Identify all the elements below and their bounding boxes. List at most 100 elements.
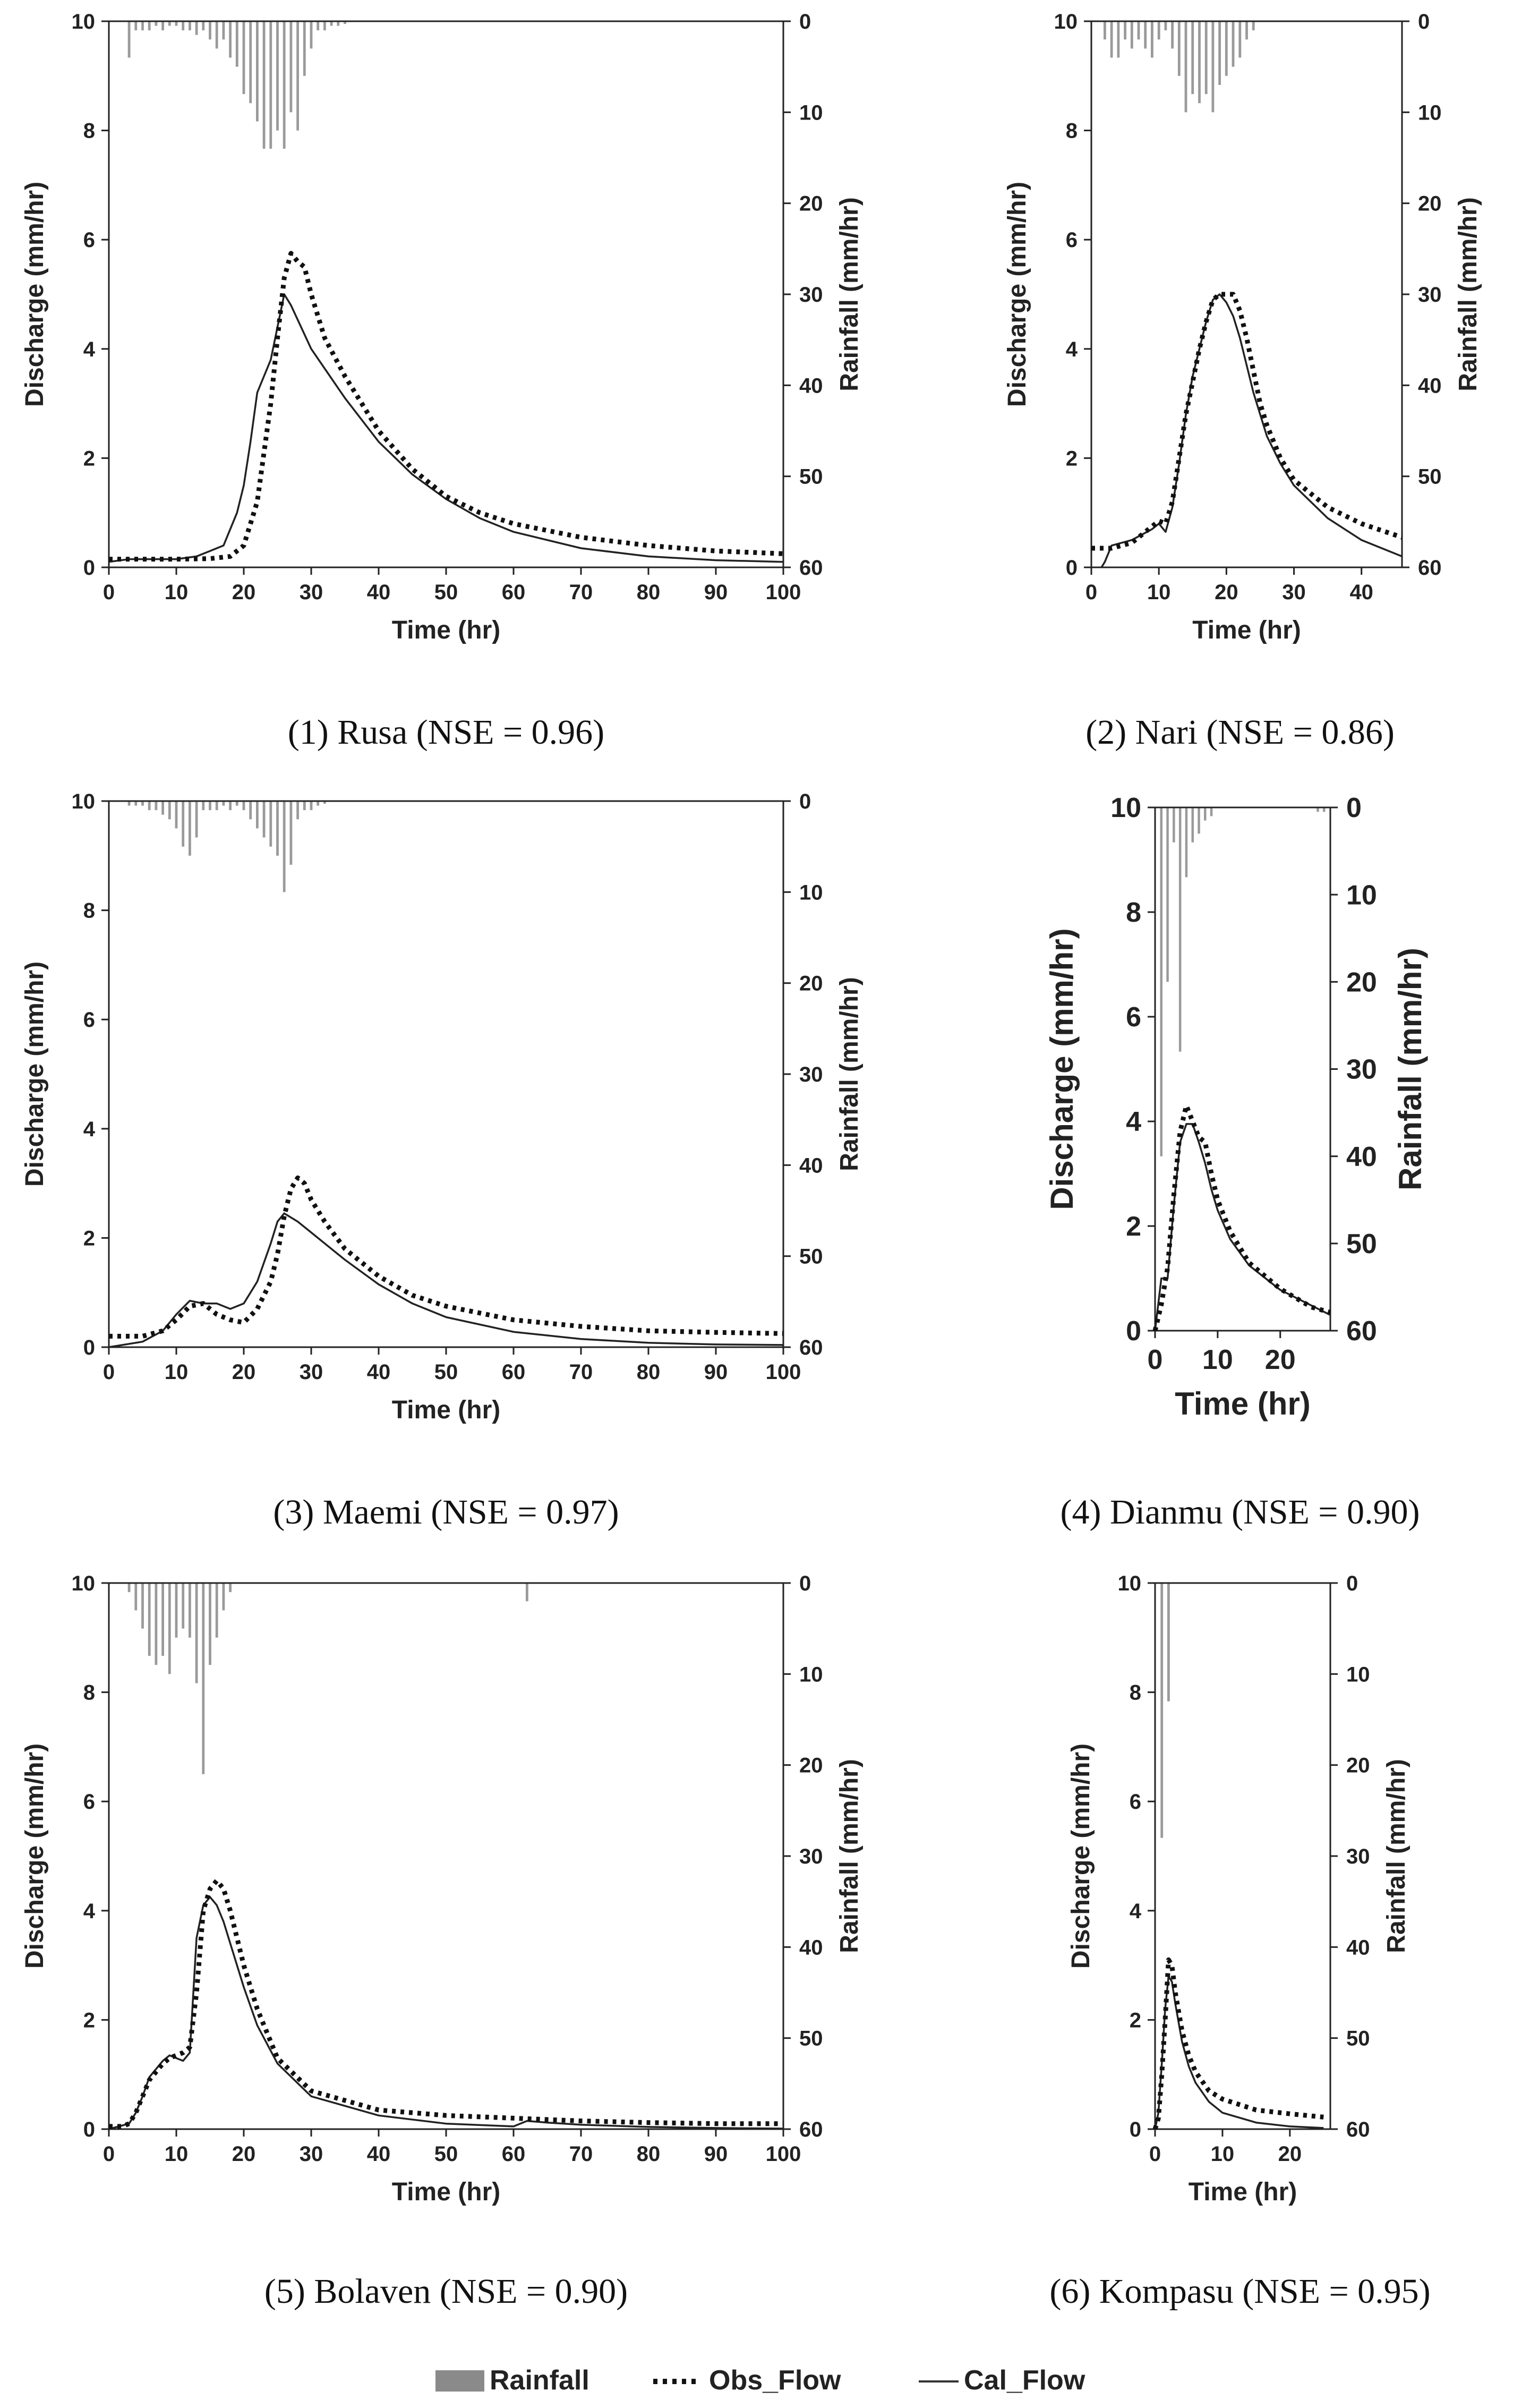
rainfall-bar	[1144, 21, 1147, 49]
obs-flow-line	[1152, 1957, 1324, 2130]
y-tick-label: 4	[1066, 338, 1078, 361]
x-tick-label: 10	[165, 581, 189, 604]
rainfall-bar	[134, 21, 138, 31]
x-tick-label: 70	[569, 2142, 593, 2166]
y-tick-label: 10	[1054, 10, 1078, 33]
y-tick-label: 4	[83, 1118, 96, 1141]
rainfall-bar	[344, 21, 346, 24]
y-axis-title: Discharge (mm/hr)	[1003, 182, 1031, 407]
y-axis-title: Discharge (mm/hr)	[21, 182, 49, 407]
y-tick-label: 10	[72, 10, 96, 33]
rainfall-bar	[1210, 807, 1213, 816]
x-axis-title: Time (hr)	[392, 1396, 500, 1424]
y-tick-label: 6	[1126, 1002, 1141, 1033]
x-tick-label: 100	[766, 2142, 801, 2166]
y-tick-label: 10	[1118, 1572, 1142, 1595]
y-tick-label: 2	[1066, 447, 1078, 470]
x-tick-label: 40	[367, 1360, 391, 1384]
rainfall-bar	[1124, 21, 1126, 40]
y2-tick-label: 40	[1346, 1142, 1377, 1172]
rainfall-bar	[1160, 807, 1162, 1156]
panel-caption: (5) Bolaven (NSE = 0.90)	[264, 2272, 628, 2311]
x-tick-label: 20	[1265, 1345, 1296, 1375]
y-tick-label: 8	[1130, 1681, 1141, 1705]
rainfall-bar	[222, 801, 225, 806]
y2-tick-label: 10	[799, 881, 823, 904]
rainfall-bar	[1164, 21, 1167, 31]
x-tick-label: 40	[367, 581, 391, 604]
cal-flow-line	[108, 1896, 784, 2130]
rainfall-bar	[283, 21, 286, 149]
y2-tick-label: 10	[1346, 1663, 1370, 1686]
cal-flow-line	[1100, 293, 1403, 568]
rainfall-bar	[189, 21, 191, 31]
x-tick-label: 0	[103, 2142, 115, 2166]
rainfall-bar	[1167, 1583, 1170, 1701]
rainfall-bar	[235, 801, 238, 806]
x-axis-title: Time (hr)	[1189, 2178, 1297, 2206]
rainfall-bar	[262, 21, 266, 149]
rainfall-bar	[242, 801, 245, 811]
y2-tick-label: 0	[1346, 1572, 1358, 1595]
x-axis-title: Time (hr)	[1192, 616, 1301, 644]
rainfall-bar	[235, 21, 238, 67]
y2-tick-label: 60	[1346, 2118, 1370, 2141]
y2-axis-title: Rainfall (mm/hr)	[835, 977, 864, 1171]
x-tick-label: 30	[300, 1360, 323, 1384]
y-tick-label: 0	[1066, 556, 1078, 580]
rainfall-bar	[526, 1583, 528, 1602]
rainfall-bar	[175, 801, 178, 829]
x-tick-label: 20	[232, 2142, 256, 2166]
rainfall-bar	[175, 1583, 178, 1638]
rainfall-bar	[1171, 21, 1174, 49]
x-tick-label: 20	[232, 1360, 256, 1384]
rainfall-bar	[1238, 21, 1242, 58]
rainfall-bar	[1218, 21, 1221, 85]
y2-tick-label: 40	[799, 1936, 823, 1959]
y-tick-label: 0	[83, 1336, 95, 1359]
x-tick-label: 10	[165, 1360, 189, 1384]
y-tick-label: 0	[83, 556, 95, 580]
rainfall-bar	[1252, 21, 1255, 31]
rainfall-bar	[323, 801, 326, 804]
rainfall-bar	[1177, 21, 1181, 76]
x-tick-label: 100	[766, 581, 801, 604]
y2-tick-label: 30	[1346, 1845, 1370, 1868]
rainfall-bar	[276, 21, 279, 131]
rainfall-bar	[1160, 1583, 1164, 1838]
y2-tick-label: 0	[799, 790, 811, 813]
rainfall-bar	[168, 1583, 171, 1674]
x-tick-label: 60	[502, 2142, 526, 2166]
rainfall-bar	[155, 21, 158, 26]
x-tick-label: 0	[103, 581, 115, 604]
x-tick-label: 50	[434, 1360, 458, 1384]
rainfall-bar	[161, 801, 164, 815]
rainfall-bar	[209, 801, 211, 811]
rainfall-bar	[222, 1583, 225, 1611]
rainfall-bar	[148, 1583, 151, 1656]
y2-tick-label: 50	[799, 2027, 823, 2050]
x-tick-label: 10	[1147, 581, 1171, 604]
y2-tick-label: 0	[1418, 10, 1430, 33]
rainfall-bar	[276, 801, 279, 856]
rainfall-bar	[249, 801, 252, 820]
y2-tick-label: 10	[1418, 101, 1442, 124]
rainfall-bar	[148, 801, 151, 811]
rainfall-bar	[127, 1583, 131, 1593]
panel-caption: (6) Kompasu (NSE = 0.95)	[1049, 2272, 1430, 2311]
y-axis-title: Discharge (mm/hr)	[21, 962, 49, 1187]
y-tick-label: 6	[83, 1008, 95, 1032]
x-tick-label: 60	[502, 1360, 526, 1384]
rainfall-bar	[262, 801, 266, 838]
rainfall-bar	[202, 21, 205, 31]
rainfall-bar	[289, 21, 293, 113]
obs-flow-line	[1152, 1103, 1331, 1332]
x-tick-label: 90	[704, 581, 728, 604]
rainfall-bar	[134, 801, 138, 806]
y-tick-label: 0	[83, 2118, 95, 2141]
y2-tick-label: 20	[1346, 967, 1377, 998]
x-tick-label: 70	[569, 1360, 593, 1384]
rainfall-bar	[310, 21, 313, 49]
